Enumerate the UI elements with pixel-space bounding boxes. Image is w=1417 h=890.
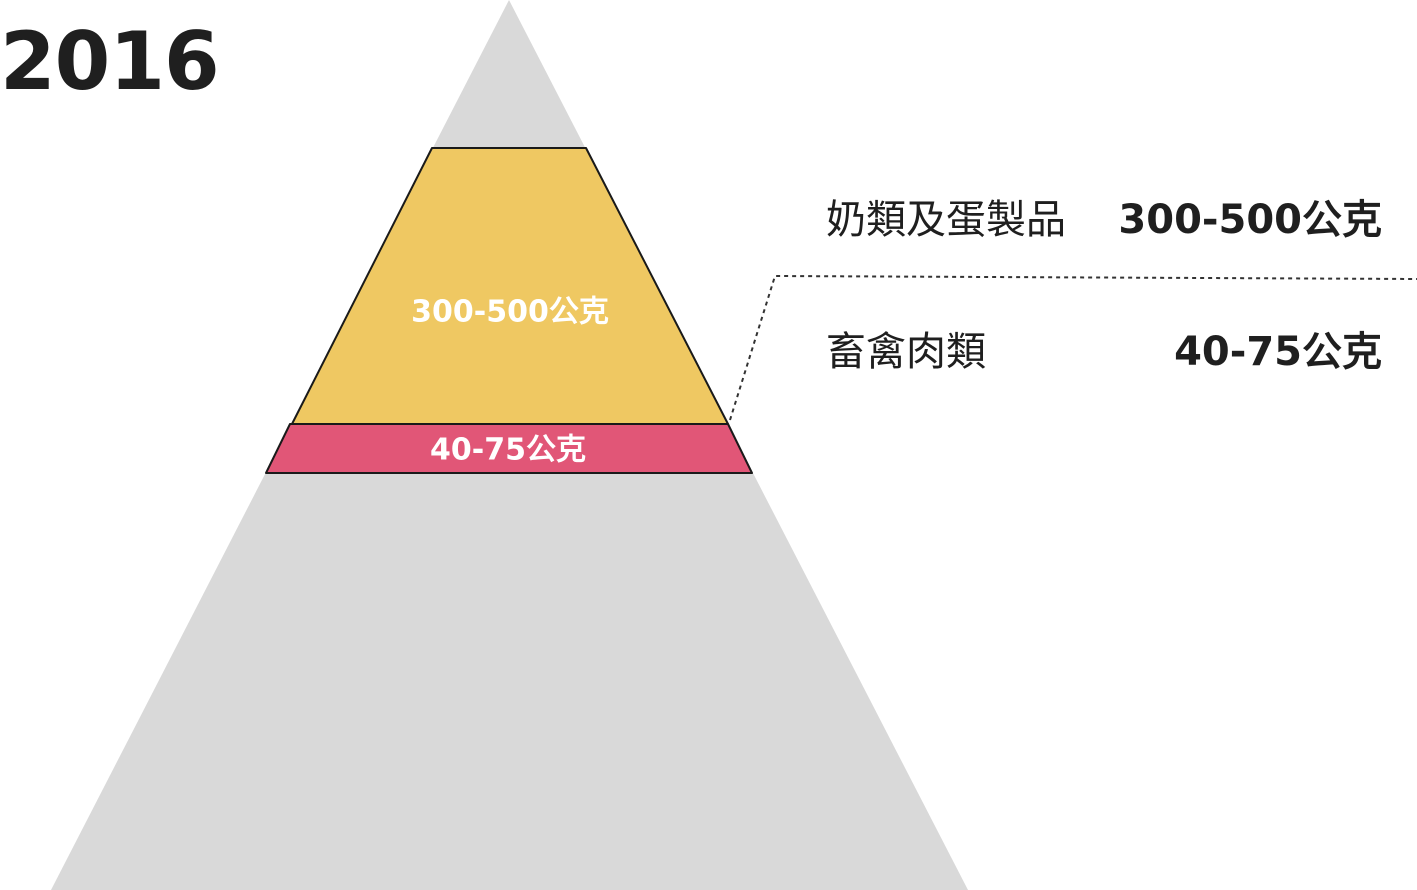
dairy-band-label: 300-500公克 — [411, 295, 609, 330]
dairy-band — [291, 147, 729, 425]
legend-row-meat: 畜禽肉類 40-75公克 — [826, 320, 1382, 376]
legend-row-dairy: 奶類及蛋製品 300-500公克 — [826, 188, 1382, 244]
meat-band-label: 40-75公克 — [430, 433, 586, 468]
legend-dairy-value: 300-500公克 — [1118, 197, 1382, 243]
leader-line — [729, 274, 1417, 421]
year-title: 2016 — [0, 15, 220, 108]
legend-dairy-name: 奶類及蛋製品 — [826, 197, 1066, 243]
meat-band — [265, 423, 753, 474]
legend-meat-name: 畜禽肉類 — [826, 329, 986, 375]
legend-meat-value: 40-75公克 — [1174, 329, 1382, 375]
